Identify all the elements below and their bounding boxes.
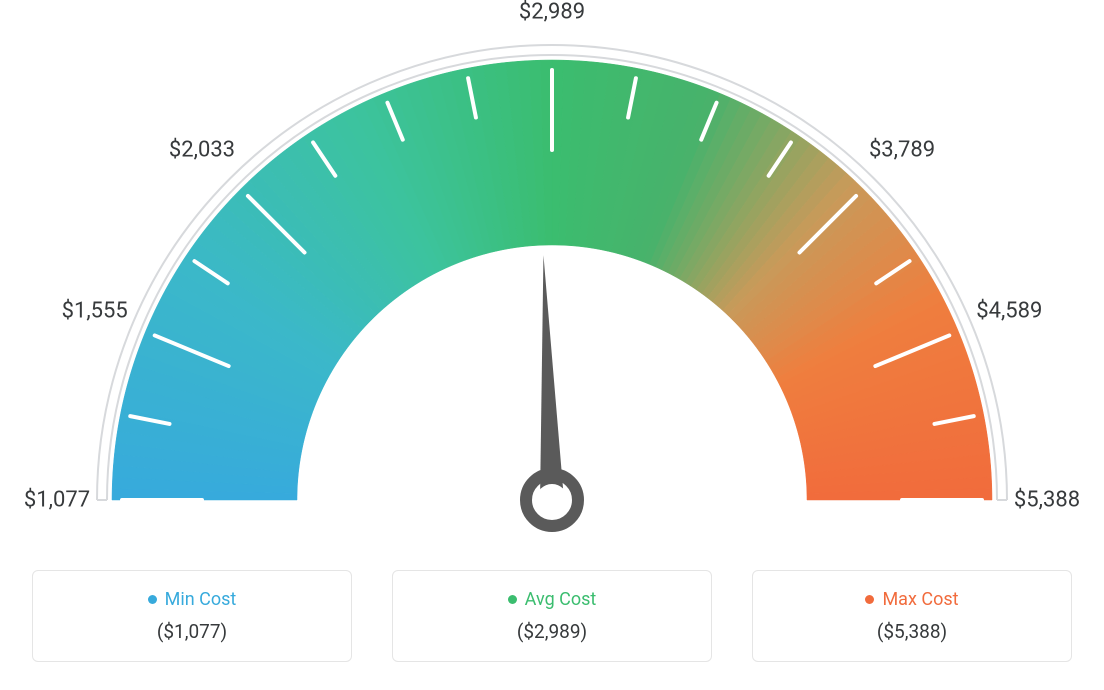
gauge-tick-label: $1,077 — [24, 488, 90, 513]
legend-value-avg: ($2,989) — [413, 620, 691, 643]
gauge-tick-label: $4,589 — [976, 298, 1042, 323]
legend-title-avg: Avg Cost — [413, 589, 691, 610]
gauge-chart: $1,077 $1,555 $2,033 $2,989 $3,789 $4,589 $5,3… — [0, 0, 1104, 560]
legend-title-text: Max Cost — [882, 589, 958, 610]
gauge-tick-label: $2,033 — [169, 137, 235, 162]
dot-icon — [865, 595, 874, 604]
gauge-tick-label: $2,989 — [519, 0, 585, 25]
legend-row: Min Cost ($1,077) Avg Cost ($2,989) Max … — [0, 570, 1104, 662]
gauge-tick-label: $1,555 — [62, 298, 128, 323]
dot-icon — [508, 595, 517, 604]
gauge-tick-label: $5,388 — [1014, 488, 1080, 513]
legend-value-max: ($5,388) — [773, 620, 1051, 643]
gauge-tick-label: $3,789 — [869, 137, 935, 162]
legend-title-text: Min Cost — [165, 589, 237, 610]
gauge-svg — [52, 20, 1052, 560]
legend-value-min: ($1,077) — [53, 620, 331, 643]
dot-icon — [148, 595, 157, 604]
legend-box-min: Min Cost ($1,077) — [32, 570, 352, 662]
legend-title-min: Min Cost — [53, 589, 331, 610]
legend-box-max: Max Cost ($5,388) — [752, 570, 1072, 662]
legend-box-avg: Avg Cost ($2,989) — [392, 570, 712, 662]
legend-title-text: Avg Cost — [525, 589, 597, 610]
legend-title-max: Max Cost — [773, 589, 1051, 610]
